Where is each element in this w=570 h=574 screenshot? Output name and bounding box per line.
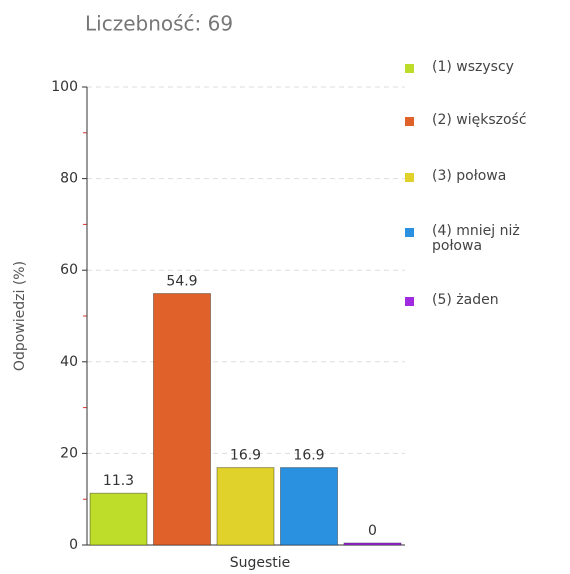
bar — [343, 542, 402, 546]
legend-label: (1) wszyscy — [432, 59, 514, 75]
legend-label: (5) żaden — [432, 292, 499, 308]
legend-label: (3) połowa — [432, 168, 507, 184]
data-label: 54.9 — [166, 274, 197, 290]
legend-item: (2) większość — [400, 113, 567, 128]
legend-swatch — [405, 117, 414, 126]
legend-label: (2) większość — [432, 112, 527, 128]
data-label: 16.9 — [230, 448, 261, 464]
y-tick-label: 0 — [69, 537, 78, 553]
bar — [153, 293, 211, 546]
y-tick-label: 20 — [60, 445, 78, 461]
y-tick-label: 100 — [51, 79, 78, 95]
y-tick-label: 80 — [60, 171, 78, 187]
bar — [216, 467, 275, 546]
data-label: 0 — [368, 523, 377, 539]
bar — [280, 467, 338, 546]
legend-swatch — [405, 297, 414, 306]
y-tick-label: 40 — [60, 354, 78, 370]
legend-item: (3) połowa — [400, 169, 567, 184]
legend-swatch — [405, 173, 414, 182]
chart-title: Liczebność: 69 — [85, 12, 233, 36]
legend-swatch — [405, 228, 414, 237]
data-label: 16.9 — [293, 448, 324, 464]
x-tick-label: Sugestie — [230, 555, 291, 571]
y-tick-label: 60 — [60, 262, 78, 278]
legend-item: (5) żaden — [400, 293, 567, 308]
y-axis-label: Odpowiedzi (%) — [12, 261, 28, 371]
legend-item: (4) mniej niż połowa — [400, 224, 567, 254]
bar — [89, 492, 148, 546]
legend-label: (4) mniej niż połowa — [432, 223, 520, 254]
legend-swatch — [405, 64, 414, 73]
legend-item: (1) wszyscy — [400, 60, 567, 75]
data-label: 11.3 — [103, 473, 134, 489]
